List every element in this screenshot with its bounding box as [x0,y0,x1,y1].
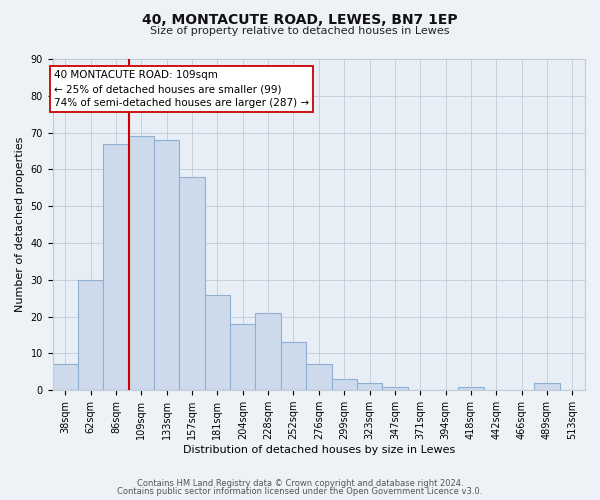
Bar [535,383,560,390]
Bar [103,144,129,390]
Bar [281,342,306,390]
X-axis label: Distribution of detached houses by size in Lewes: Distribution of detached houses by size … [183,445,455,455]
Text: Size of property relative to detached houses in Lewes: Size of property relative to detached ho… [150,26,450,36]
Text: Contains HM Land Registry data © Crown copyright and database right 2024.: Contains HM Land Registry data © Crown c… [137,478,463,488]
Bar [458,386,484,390]
Bar [205,294,230,390]
Text: 40, MONTACUTE ROAD, LEWES, BN7 1EP: 40, MONTACUTE ROAD, LEWES, BN7 1EP [142,12,458,26]
Bar [357,383,382,390]
Bar [306,364,332,390]
Bar [256,313,281,390]
Bar [78,280,103,390]
Bar [230,324,256,390]
Bar [179,177,205,390]
Bar [53,364,78,390]
Bar [129,136,154,390]
Bar [154,140,179,390]
Text: Contains public sector information licensed under the Open Government Licence v3: Contains public sector information licen… [118,487,482,496]
Y-axis label: Number of detached properties: Number of detached properties [15,137,25,312]
Text: 40 MONTACUTE ROAD: 109sqm
← 25% of detached houses are smaller (99)
74% of semi-: 40 MONTACUTE ROAD: 109sqm ← 25% of detac… [54,70,309,108]
Bar [382,386,407,390]
Bar [332,379,357,390]
